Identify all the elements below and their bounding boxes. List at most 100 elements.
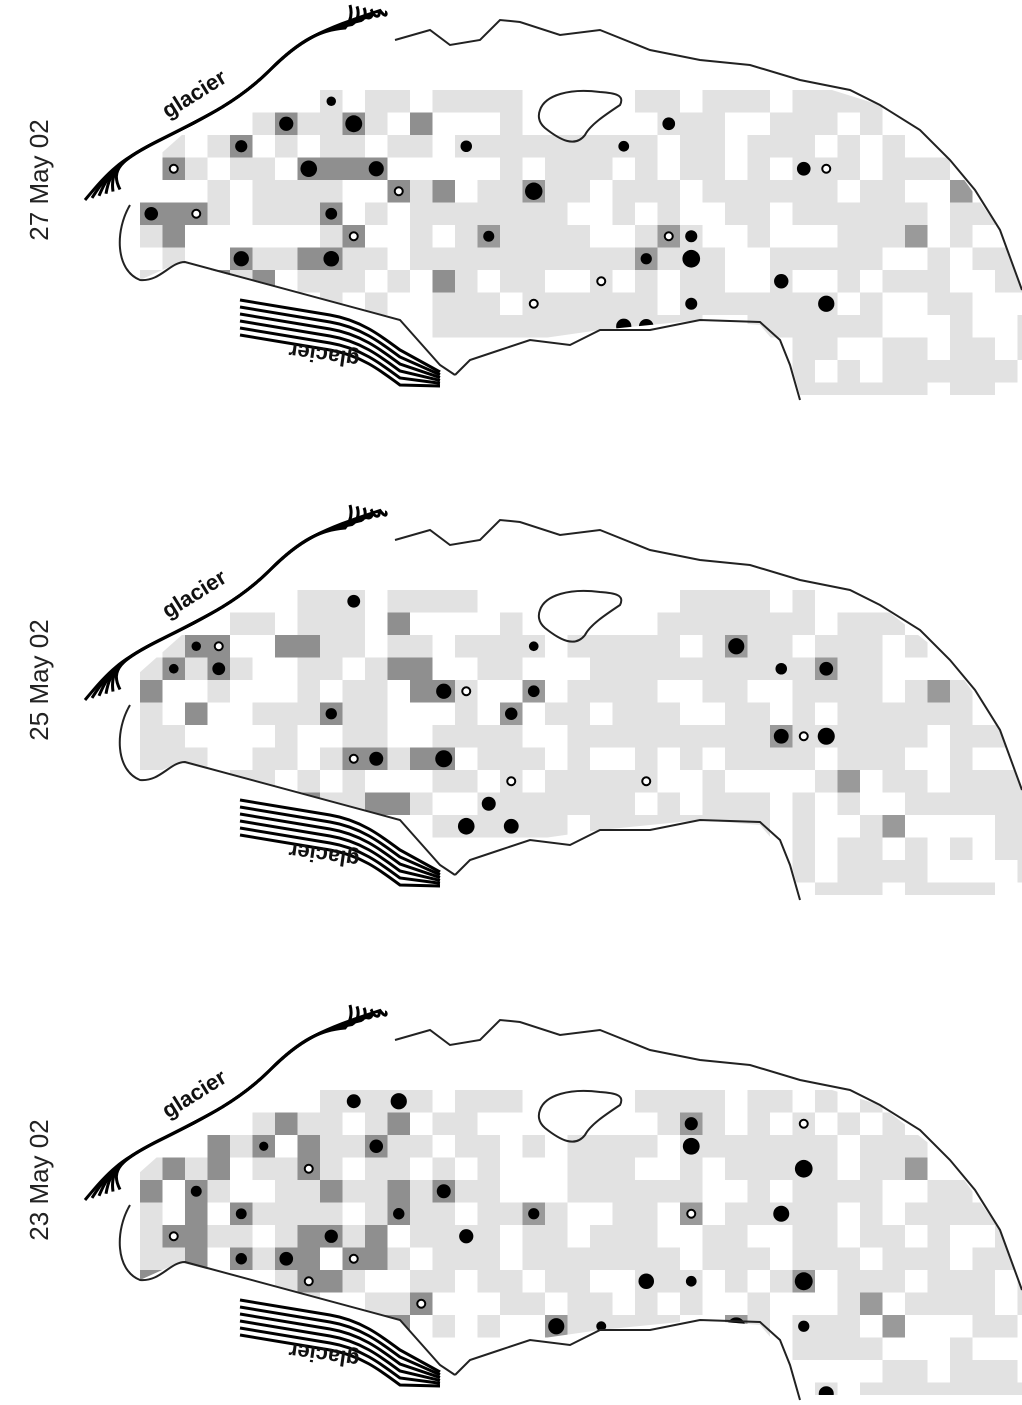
grid-cell — [545, 225, 568, 248]
grid-cell — [658, 1248, 681, 1271]
grid-cell — [163, 1360, 186, 1383]
observation-dot — [685, 230, 697, 242]
grid-cell — [838, 658, 861, 681]
grid-cell — [838, 315, 861, 338]
grid-cell — [185, 770, 208, 793]
grid-cell — [568, 1293, 591, 1316]
grid-cell — [770, 1158, 793, 1181]
grid-cell — [185, 703, 208, 726]
grid-cell — [275, 793, 298, 816]
grid-cell — [590, 1225, 613, 1248]
grid-cell — [725, 613, 748, 636]
grid-cell — [928, 1270, 951, 1293]
grid-cell — [365, 1113, 388, 1136]
grid-cell — [410, 1225, 433, 1248]
grid-cell — [725, 180, 748, 203]
grid-cell — [928, 883, 951, 906]
grid-cell — [433, 770, 456, 793]
observation-dot — [369, 161, 384, 176]
grid-cell — [208, 1135, 231, 1158]
grid-cell — [928, 270, 951, 293]
grid-cell — [163, 725, 186, 748]
grid-cell — [253, 1248, 276, 1271]
grid-cell — [748, 135, 771, 158]
grid-cell — [748, 725, 771, 748]
observation-dot — [525, 183, 542, 200]
grid-cell — [635, 1180, 658, 1203]
grid-cell — [815, 770, 838, 793]
observation-ring — [687, 1210, 695, 1218]
grid-cell — [230, 860, 253, 883]
observation-ring — [350, 1255, 358, 1263]
observation-dot — [819, 1386, 834, 1401]
grid-cell — [140, 293, 163, 316]
grid-cell — [140, 680, 163, 703]
grid-cell — [298, 770, 321, 793]
grid-cell — [410, 113, 433, 136]
grid-cell — [883, 1248, 906, 1271]
grid-cell — [883, 1360, 906, 1383]
grid-cell — [343, 703, 366, 726]
grid-cell — [185, 1225, 208, 1248]
grid-cell — [748, 1203, 771, 1226]
grid-cell — [410, 590, 433, 613]
grid-cell — [478, 1225, 501, 1248]
observation-dot — [682, 250, 700, 268]
grid-cell — [793, 1248, 816, 1271]
observation-dot — [191, 821, 201, 831]
observation-dot — [504, 819, 519, 834]
grid-cell — [725, 703, 748, 726]
grid-cell — [950, 793, 973, 816]
grid-cell — [455, 725, 478, 748]
grid-cell — [928, 1383, 951, 1405]
grid-cell — [163, 1270, 186, 1293]
grid-cell — [883, 725, 906, 748]
grid-cell — [523, 793, 546, 816]
grid-cell — [950, 748, 973, 771]
grid-cell — [455, 590, 478, 613]
grid-cell — [388, 635, 411, 658]
grid-cell — [635, 748, 658, 771]
grid-cell — [883, 1383, 906, 1405]
grid-cell — [928, 703, 951, 726]
grid-cell — [950, 1293, 973, 1316]
grid-cell — [523, 1248, 546, 1271]
grid-cell — [860, 635, 883, 658]
grid-cell — [568, 1158, 591, 1181]
grid-cell — [613, 1225, 636, 1248]
observation-ring — [350, 232, 358, 240]
grid-cell — [860, 1338, 883, 1361]
grid-cell — [365, 1180, 388, 1203]
grid-cell — [680, 748, 703, 771]
grid-cell — [838, 135, 861, 158]
grid-cell — [883, 135, 906, 158]
survey-grid — [140, 1090, 1022, 1405]
observation-dot — [391, 1093, 407, 1109]
grid-cell — [163, 315, 186, 338]
grid-cell — [883, 1158, 906, 1181]
grid-cell — [860, 1180, 883, 1203]
grid-cell — [140, 815, 163, 838]
grid-cell — [680, 1090, 703, 1113]
grid-cell — [253, 113, 276, 136]
grid-cell — [950, 1360, 973, 1383]
grid-cell — [613, 203, 636, 226]
grid-cell — [883, 703, 906, 726]
grid-cell — [905, 383, 928, 406]
grid-cell — [455, 203, 478, 226]
grid-cell — [298, 203, 321, 226]
grid-cell — [703, 770, 726, 793]
grid-cell — [568, 793, 591, 816]
observation-dot — [774, 274, 788, 288]
grid-cell — [208, 360, 231, 383]
grid-cell — [208, 383, 231, 406]
grid-cell — [838, 748, 861, 771]
grid-cell — [635, 703, 658, 726]
grid-cell — [725, 203, 748, 226]
grid-cell — [140, 270, 163, 293]
grid-cell — [455, 1248, 478, 1271]
grid-cell — [748, 748, 771, 771]
grid-cell — [613, 703, 636, 726]
observation-dot — [685, 298, 697, 310]
grid-cell — [793, 90, 816, 113]
